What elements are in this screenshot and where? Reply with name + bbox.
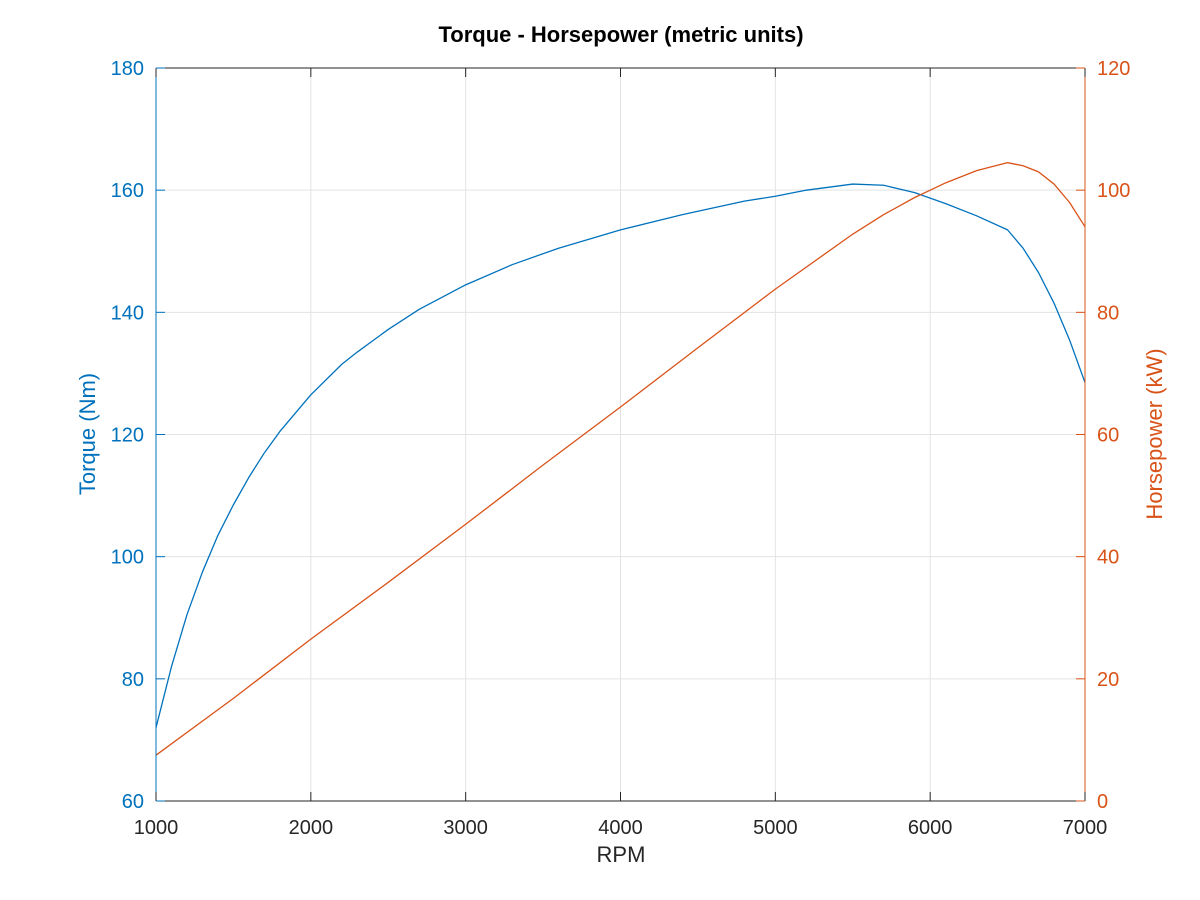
x-axis-label: RPM (597, 842, 646, 867)
y-left-tick-label: 140 (111, 302, 144, 324)
y-right-tick-label: 40 (1097, 547, 1119, 569)
tick-marks (155, 67, 1086, 802)
x-tick-label: 5000 (753, 817, 798, 839)
series-lines (155, 162, 1086, 756)
y-right-tick-label: 100 (1097, 180, 1130, 202)
torque-series-line (155, 183, 1086, 728)
y-left-tick-label: 80 (122, 669, 144, 691)
x-tick-label: 2000 (289, 817, 334, 839)
y-left-tick-label: 180 (111, 58, 144, 80)
y-left-tick-label: 120 (111, 425, 144, 447)
x-tick-label: 4000 (598, 817, 643, 839)
tick-labels: 1000 2000 3000 4000 5000 6000 7000608010012014… (111, 58, 1131, 839)
y-left-tick-label: 160 (111, 180, 144, 202)
x-tick-label: 7000 (1063, 817, 1108, 839)
y-axis-left-label: Torque (Nm) (75, 373, 100, 495)
y-right-tick-label: 0 (1097, 791, 1108, 813)
y-left-tick-label: 60 (122, 791, 144, 813)
horsepower-series-line (155, 162, 1086, 756)
x-tick-label: 3000 (443, 817, 488, 839)
y-right-tick-label: 80 (1097, 302, 1119, 324)
chart-title: Torque - Horsepower (metric units) (438, 22, 803, 47)
y-right-tick-label: 120 (1097, 58, 1130, 80)
x-tick-label: 6000 (908, 817, 953, 839)
y-right-tick-label: 20 (1097, 669, 1119, 691)
y-left-tick-label: 100 (111, 547, 144, 569)
y-right-tick-label: 60 (1097, 425, 1119, 447)
x-tick-label: 1000 (134, 817, 179, 839)
y-axis-right-label: Horsepower (kW) (1142, 348, 1167, 519)
